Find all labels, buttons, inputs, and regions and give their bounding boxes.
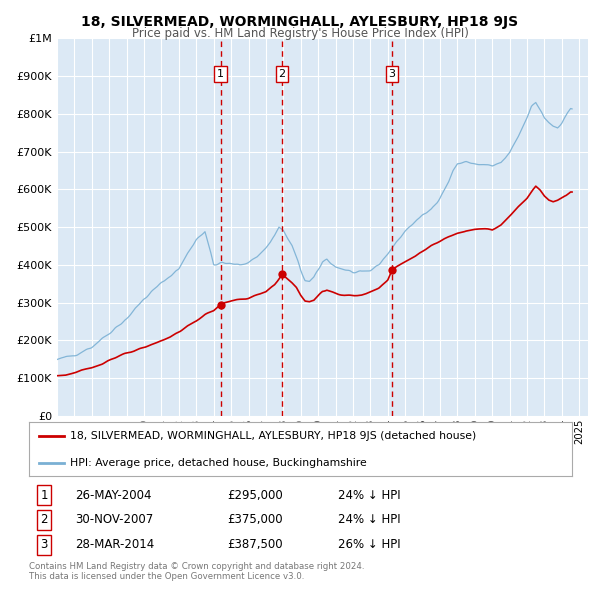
Text: Contains HM Land Registry data © Crown copyright and database right 2024.: Contains HM Land Registry data © Crown c… — [29, 562, 364, 571]
Text: 18, SILVERMEAD, WORMINGHALL, AYLESBURY, HP18 9JS: 18, SILVERMEAD, WORMINGHALL, AYLESBURY, … — [82, 15, 518, 30]
Text: 3: 3 — [40, 539, 47, 552]
Text: 1: 1 — [217, 69, 224, 79]
Text: 26% ↓ HPI: 26% ↓ HPI — [338, 539, 401, 552]
Text: HPI: Average price, detached house, Buckinghamshire: HPI: Average price, detached house, Buck… — [70, 458, 366, 468]
Text: 30-NOV-2007: 30-NOV-2007 — [75, 513, 153, 526]
Text: £375,000: £375,000 — [227, 513, 283, 526]
Text: 2: 2 — [40, 513, 48, 526]
Text: £295,000: £295,000 — [227, 489, 283, 502]
Text: 2: 2 — [278, 69, 286, 79]
Text: £387,500: £387,500 — [227, 539, 283, 552]
Text: 18, SILVERMEAD, WORMINGHALL, AYLESBURY, HP18 9JS (detached house): 18, SILVERMEAD, WORMINGHALL, AYLESBURY, … — [70, 431, 476, 441]
Text: 26-MAY-2004: 26-MAY-2004 — [75, 489, 151, 502]
Text: 24% ↓ HPI: 24% ↓ HPI — [338, 513, 401, 526]
Text: 24% ↓ HPI: 24% ↓ HPI — [338, 489, 401, 502]
Text: Price paid vs. HM Land Registry's House Price Index (HPI): Price paid vs. HM Land Registry's House … — [131, 27, 469, 40]
Text: 3: 3 — [389, 69, 395, 79]
Text: This data is licensed under the Open Government Licence v3.0.: This data is licensed under the Open Gov… — [29, 572, 304, 581]
Text: 1: 1 — [40, 489, 48, 502]
Text: 28-MAR-2014: 28-MAR-2014 — [75, 539, 154, 552]
